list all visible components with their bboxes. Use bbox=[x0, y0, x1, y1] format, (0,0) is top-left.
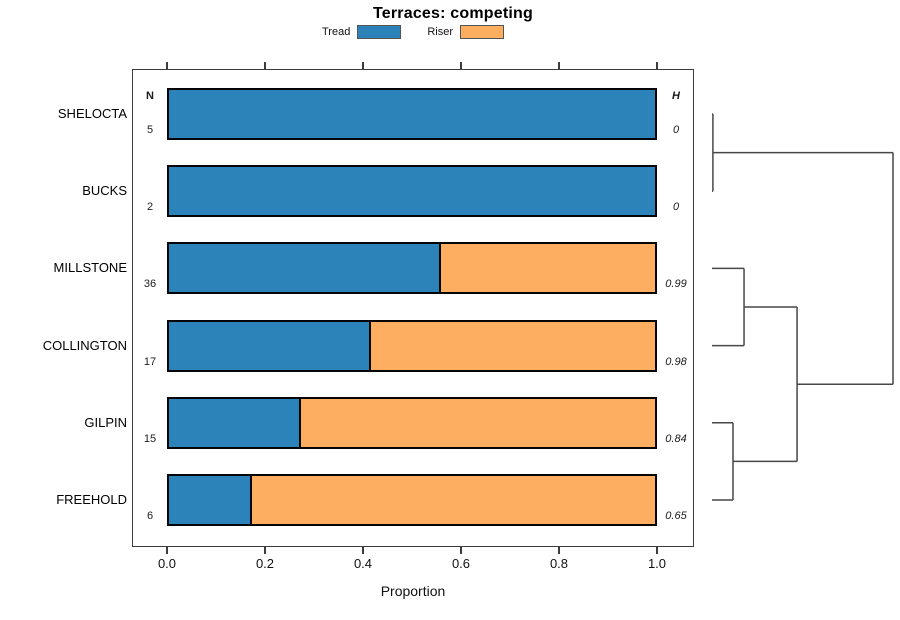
x-axis-bottom-tick bbox=[460, 547, 462, 554]
n-value: 2 bbox=[146, 201, 154, 214]
stacked-bar bbox=[167, 88, 657, 140]
h-column-header: H bbox=[672, 90, 680, 102]
stacked-bar bbox=[167, 242, 657, 295]
category-label: FREEHOLD bbox=[56, 492, 127, 507]
x-axis-top-tick bbox=[362, 62, 364, 69]
plot-area bbox=[132, 69, 694, 547]
tread-segment bbox=[169, 244, 440, 293]
legend-item: Tread bbox=[322, 24, 402, 39]
h-value: 0.84 bbox=[665, 432, 687, 445]
x-axis-top-tick bbox=[264, 62, 266, 69]
x-axis-title: Proportion bbox=[380, 583, 446, 599]
legend-item: Riser bbox=[427, 24, 504, 39]
riser-segment bbox=[369, 321, 655, 370]
legend-label: Riser bbox=[427, 25, 453, 38]
x-axis-bottom-tick bbox=[656, 547, 658, 554]
h-value: 0 bbox=[672, 201, 680, 214]
legend-swatch bbox=[460, 24, 504, 39]
legend-swatch bbox=[357, 24, 402, 39]
x-axis-tick-label: 0.0 bbox=[157, 556, 177, 571]
n-value: 6 bbox=[146, 510, 154, 522]
n-value: 5 bbox=[146, 124, 154, 136]
x-axis-top-tick bbox=[558, 62, 560, 69]
n-value: 36 bbox=[143, 278, 157, 291]
tread-segment bbox=[169, 398, 299, 447]
n-value: 15 bbox=[143, 432, 157, 445]
riser-segment bbox=[439, 244, 655, 293]
stacked-bar bbox=[167, 396, 657, 449]
x-axis-tick-label: 0.4 bbox=[353, 556, 373, 571]
h-value: 0 bbox=[672, 124, 680, 136]
stacked-bar bbox=[167, 319, 657, 372]
h-value: 0.65 bbox=[665, 510, 687, 522]
x-axis-tick-label: 0.8 bbox=[549, 556, 569, 571]
n-column-header: N bbox=[146, 90, 154, 102]
chart-title: Terraces: competing bbox=[373, 5, 533, 22]
tread-segment bbox=[169, 167, 655, 216]
stacked-bar bbox=[167, 474, 657, 526]
x-axis-bottom-tick bbox=[362, 547, 364, 554]
category-label: COLLINGTON bbox=[42, 337, 127, 353]
x-axis-tick-label: 1.0 bbox=[647, 556, 667, 571]
riser-segment bbox=[298, 398, 655, 447]
x-axis-top-tick bbox=[656, 62, 658, 69]
legend-label: Tread bbox=[322, 25, 351, 38]
tread-segment bbox=[169, 90, 655, 138]
h-value: 0.98 bbox=[665, 355, 687, 368]
category-label: SHELOCTA bbox=[57, 106, 127, 121]
x-axis-bottom-tick bbox=[558, 547, 560, 554]
legend: Tread Riser bbox=[132, 24, 694, 39]
tread-segment bbox=[169, 476, 251, 524]
category-label: MILLSTONE bbox=[53, 260, 127, 276]
n-value: 17 bbox=[143, 355, 157, 368]
x-axis-bottom-tick bbox=[166, 547, 168, 554]
category-label: GILPIN bbox=[84, 414, 127, 430]
category-label: BUCKS bbox=[82, 183, 127, 199]
stacked-bar bbox=[167, 165, 657, 218]
x-axis-top-tick bbox=[166, 62, 168, 69]
riser-segment bbox=[250, 476, 655, 524]
x-axis-bottom-tick bbox=[264, 547, 266, 554]
x-axis-tick-label: 0.6 bbox=[451, 556, 471, 571]
x-axis-tick-label: 0.2 bbox=[255, 556, 275, 571]
h-value: 0.99 bbox=[665, 278, 687, 291]
x-axis-top-tick bbox=[460, 62, 462, 69]
tread-segment bbox=[169, 321, 370, 370]
